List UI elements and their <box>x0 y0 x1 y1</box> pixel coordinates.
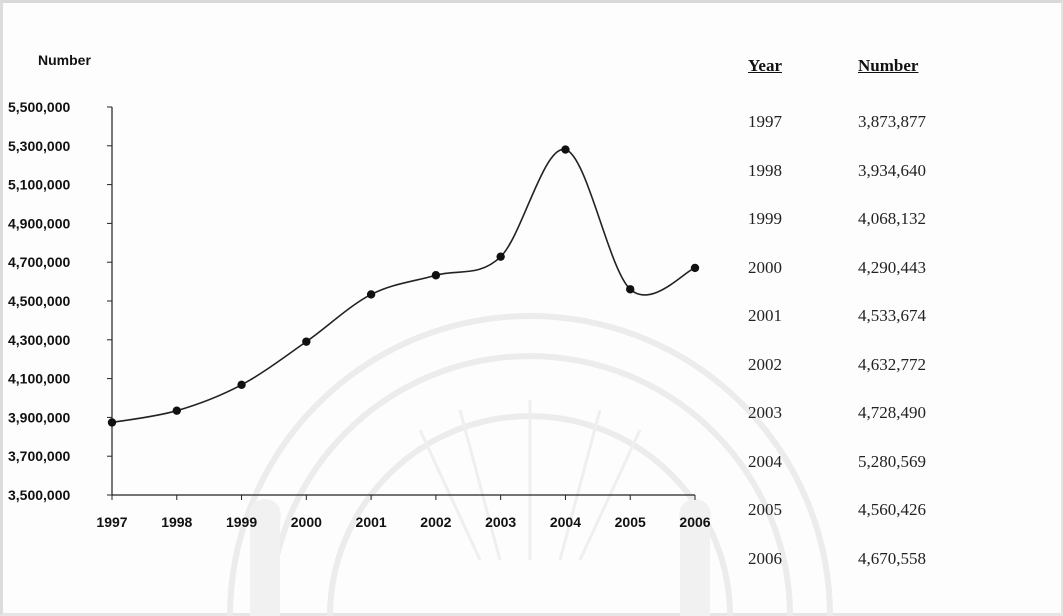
y-tick-label: 4,500,000 <box>8 293 70 309</box>
table-cell-year: 2003 <box>748 403 782 423</box>
data-point <box>237 381 245 389</box>
x-tick-label: 2006 <box>679 514 710 530</box>
data-point <box>432 271 440 279</box>
data-point <box>691 264 699 272</box>
x-tick-label: 2005 <box>615 514 646 530</box>
table-cell-number: 3,873,877 <box>858 112 926 132</box>
data-point <box>496 252 504 260</box>
y-axis-title: Number <box>38 52 91 68</box>
table-cell-number: 5,280,569 <box>858 452 926 472</box>
y-tick-label: 4,700,000 <box>8 254 70 270</box>
table-header-year: Year <box>748 56 782 76</box>
y-tick-label: 3,900,000 <box>8 409 70 425</box>
y-tick-label: 5,500,000 <box>8 99 70 115</box>
table-cell-number: 3,934,640 <box>858 161 926 181</box>
table-cell-year: 2004 <box>748 452 782 472</box>
x-tick-label: 1998 <box>161 514 192 530</box>
data-points <box>108 145 699 426</box>
x-tick-label: 2000 <box>291 514 322 530</box>
table-cell-number: 4,728,490 <box>858 403 926 423</box>
table-cell-year: 1997 <box>748 112 782 132</box>
x-tick-label: 2001 <box>356 514 387 530</box>
table-cell-year: 2001 <box>748 306 782 326</box>
data-point <box>367 290 375 298</box>
table-cell-number: 4,068,132 <box>858 209 926 229</box>
y-tick-label: 5,300,000 <box>8 138 70 154</box>
x-tick-label: 2003 <box>485 514 516 530</box>
x-tick-label: 1999 <box>226 514 257 530</box>
table-cell-number: 4,290,443 <box>858 258 926 278</box>
x-tick-label: 1997 <box>96 514 127 530</box>
data-point <box>173 406 181 414</box>
x-tick-label: 2004 <box>550 514 581 530</box>
table-cell-number: 4,560,426 <box>858 500 926 520</box>
data-point <box>108 418 116 426</box>
y-tick-label: 3,700,000 <box>8 448 70 464</box>
table-cell-number: 4,632,772 <box>858 355 926 375</box>
y-tick-label: 4,100,000 <box>8 371 70 387</box>
line-chart: Number 3,500,000 3,700,000 3,900,000 4,100,… <box>0 0 720 560</box>
y-tick-label: 4,900,000 <box>8 215 70 231</box>
data-point <box>302 337 310 345</box>
table-cell-year: 2006 <box>748 549 782 569</box>
data-point <box>561 145 569 153</box>
table-cell-year: 1999 <box>748 209 782 229</box>
table-header-number: Number <box>858 56 918 76</box>
table-cell-number: 4,533,674 <box>858 306 926 326</box>
x-tick-label: 2002 <box>420 514 451 530</box>
y-tick-label: 4,300,000 <box>8 332 70 348</box>
series-line <box>112 149 695 422</box>
y-tick-label: 5,100,000 <box>8 177 70 193</box>
chart-axes <box>112 107 695 495</box>
y-axis-ticks: 3,500,000 3,700,000 3,900,000 4,100,000 4,30… <box>8 99 112 503</box>
table-cell-year: 1998 <box>748 161 782 181</box>
table-cell-year: 2000 <box>748 258 782 278</box>
table-cell-number: 4,670,558 <box>858 549 926 569</box>
data-point <box>626 285 634 293</box>
y-tick-label: 3,500,000 <box>8 487 70 503</box>
table-cell-year: 2005 <box>748 500 782 520</box>
table-cell-year: 2002 <box>748 355 782 375</box>
x-axis-ticks: 1997 1998 1999 2000 2001 2002 2003 2004 2005 2006 <box>96 495 710 530</box>
